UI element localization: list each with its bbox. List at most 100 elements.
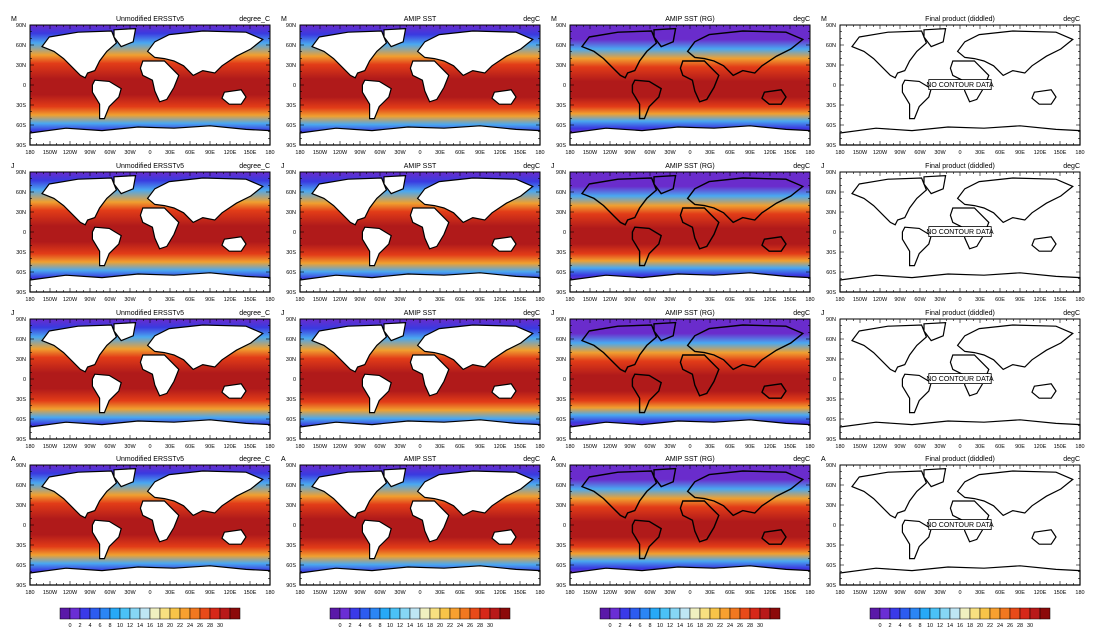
lon-label: 120W bbox=[63, 590, 78, 596]
colorbar-label: 22 bbox=[177, 623, 183, 629]
lat-label: 90S bbox=[556, 290, 566, 296]
colorbar-box bbox=[719, 607, 731, 620]
colorbar-label: 16 bbox=[687, 623, 693, 629]
lon-label: 30W bbox=[934, 590, 946, 596]
lon-label: 90E bbox=[1015, 444, 1025, 450]
lon-label: 180 bbox=[535, 590, 544, 596]
panel-title: Final product (diddled) bbox=[925, 456, 995, 463]
colorbar-label: 4 bbox=[358, 623, 361, 629]
lon-label: 0 bbox=[688, 444, 691, 450]
lon-label: 120W bbox=[603, 444, 618, 450]
land-greenland bbox=[923, 174, 947, 195]
lat-label: 30S bbox=[556, 397, 566, 403]
lon-label: 90W bbox=[894, 297, 906, 303]
lon-label: 180 bbox=[835, 150, 844, 156]
lon-label: 120W bbox=[873, 590, 888, 596]
coastline-africa bbox=[679, 500, 720, 543]
colorbar-box bbox=[999, 607, 1011, 620]
lat-label: 60S bbox=[556, 270, 566, 276]
lat-label: 30N bbox=[556, 357, 566, 363]
colorbar-box bbox=[989, 607, 1001, 620]
coastline-australia bbox=[761, 89, 787, 105]
colorbar-label: 8 bbox=[648, 623, 651, 629]
lat-label: 0 bbox=[563, 523, 566, 529]
coastline-samerica bbox=[631, 226, 663, 267]
lat-label: 30N bbox=[826, 503, 836, 509]
land-eurasia bbox=[146, 470, 264, 517]
lon-label: 60E bbox=[185, 150, 195, 156]
lat-label: 60S bbox=[286, 563, 296, 569]
lon-label: 60E bbox=[725, 444, 735, 450]
month-label: J bbox=[11, 163, 15, 170]
colorbar-box bbox=[949, 607, 961, 620]
colorbar-box bbox=[889, 607, 901, 620]
colorbar-box bbox=[219, 607, 231, 620]
lat-label: 30S bbox=[286, 103, 296, 109]
lat-label: 30S bbox=[556, 250, 566, 256]
land-samerica bbox=[361, 373, 392, 414]
lon-label: 0 bbox=[958, 150, 961, 156]
units-label: degC bbox=[1063, 456, 1080, 463]
lon-label: 0 bbox=[958, 444, 961, 450]
lon-label: 90E bbox=[205, 590, 215, 596]
month-label: J bbox=[821, 163, 825, 170]
lon-label: 150E bbox=[784, 297, 797, 303]
lon-label: 60E bbox=[995, 297, 1005, 303]
colorbar-box bbox=[759, 607, 771, 620]
panel-title: Final product (diddled) bbox=[925, 163, 995, 170]
lon-label: 150W bbox=[43, 297, 58, 303]
lon-label: 90W bbox=[624, 297, 636, 303]
lon-label: 150W bbox=[853, 444, 868, 450]
colorbar-box bbox=[429, 607, 441, 620]
lat-label: 30N bbox=[286, 63, 296, 69]
colorbar-label: 20 bbox=[437, 623, 443, 629]
colorbar-label: 22 bbox=[987, 623, 993, 629]
lat-label: 60N bbox=[16, 43, 26, 49]
lon-label: 150W bbox=[853, 297, 868, 303]
lat-label: 60S bbox=[286, 270, 296, 276]
coastline-samerica bbox=[631, 373, 663, 414]
colorbar-box bbox=[409, 607, 421, 620]
lon-label: 30E bbox=[435, 150, 445, 156]
lat-label: 90S bbox=[826, 143, 836, 149]
land-australia bbox=[221, 236, 247, 252]
month-label: M bbox=[281, 16, 287, 23]
colorbar-label: 28 bbox=[1017, 623, 1023, 629]
lon-label: 60W bbox=[914, 150, 926, 156]
lat-label: 90S bbox=[286, 290, 296, 296]
lat-label: 60S bbox=[16, 417, 26, 423]
lon-label: 120E bbox=[1034, 590, 1047, 596]
colorbar-box bbox=[119, 607, 131, 620]
colorbar-label: 10 bbox=[927, 623, 933, 629]
lat-label: 90N bbox=[286, 463, 296, 469]
colorbar-label: 12 bbox=[127, 623, 133, 629]
lon-label: 120E bbox=[224, 150, 237, 156]
no-data-label: NO CONTOUR DATA bbox=[926, 522, 994, 529]
lon-label: 150E bbox=[514, 297, 527, 303]
colorbar-label: 18 bbox=[967, 623, 973, 629]
land-africa bbox=[139, 207, 180, 250]
lon-label: 180 bbox=[295, 150, 304, 156]
lon-label: 90W bbox=[84, 150, 96, 156]
lat-label: 0 bbox=[293, 83, 296, 89]
colorbar-box bbox=[619, 607, 631, 620]
lat-label: 0 bbox=[293, 523, 296, 529]
lat-label: 90N bbox=[286, 23, 296, 29]
lon-label: 120E bbox=[764, 590, 777, 596]
land-greenland bbox=[383, 467, 407, 488]
lon-label: 90E bbox=[1015, 150, 1025, 156]
land-australia bbox=[491, 383, 517, 399]
lat-label: 30S bbox=[286, 397, 296, 403]
lat-label: 0 bbox=[23, 83, 26, 89]
land-eurasia bbox=[146, 324, 264, 371]
lon-label: 180 bbox=[565, 150, 574, 156]
lon-label: 180 bbox=[25, 297, 34, 303]
panel-r3-c4: J Final product (diddled) degC 90N 60N 30N 0 30… bbox=[821, 310, 1085, 450]
land-samerica bbox=[361, 226, 392, 267]
coastline-namerica bbox=[580, 30, 658, 79]
units-label: degC bbox=[523, 163, 540, 170]
month-label: J bbox=[551, 163, 555, 170]
land-eurasia bbox=[416, 470, 534, 517]
units-label: degree_C bbox=[239, 16, 270, 23]
